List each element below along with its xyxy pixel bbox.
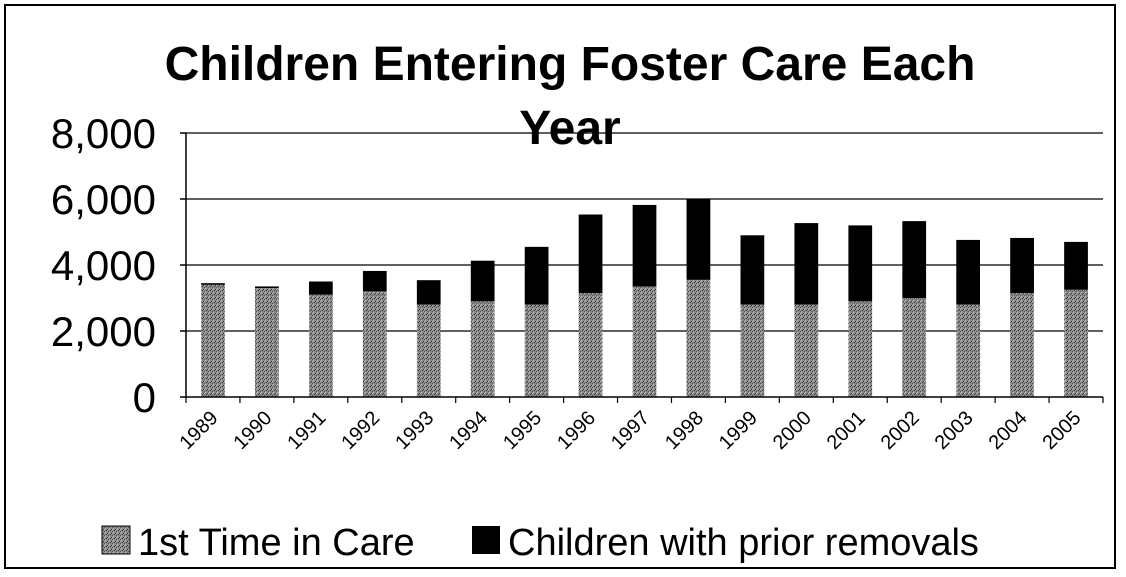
bar-first-time xyxy=(201,284,225,397)
y-tick-label: 0 xyxy=(133,374,156,421)
x-tick-label: 1998 xyxy=(661,407,708,454)
legend: 1st Time in Care Children with prior rem… xyxy=(101,522,979,564)
bar-first-time xyxy=(524,304,549,397)
bar-first-time xyxy=(956,304,981,397)
bar-prior-removals xyxy=(686,199,711,280)
bar-prior-removals xyxy=(956,239,981,305)
y-tick-label: 4,000 xyxy=(51,242,156,289)
chart-title-line-1: Children Entering Foster Care Each xyxy=(165,38,976,91)
bar-prior-removals xyxy=(470,260,495,302)
bar-prior-removals xyxy=(740,235,765,305)
bar-first-time xyxy=(308,294,333,397)
bar-prior-removals xyxy=(632,204,657,287)
legend-label-first-time: 1st Time in Care xyxy=(138,522,415,564)
x-tick-label: 1999 xyxy=(715,407,762,454)
bar-first-time xyxy=(255,288,279,397)
bar-first-time xyxy=(632,286,657,397)
bar-prior-removals xyxy=(201,283,225,285)
y-tick-label: 8,000 xyxy=(51,110,156,157)
bar-first-time xyxy=(740,304,765,397)
x-tick-label: 2004 xyxy=(985,407,1032,454)
bar-prior-removals xyxy=(902,221,927,298)
x-tick-label: 1995 xyxy=(499,407,546,454)
bar-prior-removals xyxy=(848,225,873,302)
bar-prior-removals xyxy=(1064,241,1088,290)
bar-prior-removals xyxy=(416,280,441,305)
bar-first-time xyxy=(686,279,711,397)
bar-first-time xyxy=(1064,289,1088,397)
x-tick-label: 1996 xyxy=(553,407,600,454)
legend-swatch-prior-removals xyxy=(472,526,500,554)
x-tick-label: 1990 xyxy=(229,407,276,454)
x-tick-label: 1994 xyxy=(445,407,492,454)
bars xyxy=(201,199,1088,397)
bar-first-time xyxy=(578,293,603,397)
y-tick-label: 6,000 xyxy=(51,176,156,223)
bar-first-time xyxy=(362,291,387,397)
bar-prior-removals xyxy=(1010,237,1034,294)
bar-prior-removals xyxy=(255,286,279,289)
x-tick-label: 2003 xyxy=(931,407,978,454)
y-tick-label: 2,000 xyxy=(51,308,156,355)
x-tick-label: 2005 xyxy=(1039,407,1086,454)
legend-swatch-first-time xyxy=(101,525,131,555)
chart-frame: 0 2,000 4,000 6,000 8,000 1989 1990 1991 1992 19… xyxy=(4,4,1116,569)
x-tick-label: 1992 xyxy=(337,407,384,454)
x-tick-label: 2002 xyxy=(877,407,924,454)
bar-first-time xyxy=(794,304,819,397)
x-tick-label: 1989 xyxy=(175,407,222,454)
x-tick-label: 2001 xyxy=(823,407,870,454)
y-axis-ticks: 0 2,000 4,000 6,000 8,000 xyxy=(51,110,186,421)
x-tick-label: 2000 xyxy=(769,407,816,454)
chart-title-line-2: Year xyxy=(519,102,620,155)
bar-prior-removals xyxy=(578,214,603,294)
bar-prior-removals xyxy=(308,281,333,295)
x-tick-label: 1997 xyxy=(607,407,654,454)
legend-label-prior-removals: Children with prior removals xyxy=(508,522,979,564)
bar-first-time xyxy=(470,301,495,397)
bar-prior-removals xyxy=(362,270,387,292)
bar-first-time xyxy=(416,304,441,397)
x-tick-label: 1991 xyxy=(283,407,330,454)
bar-first-time xyxy=(1010,293,1034,397)
bar-first-time xyxy=(848,301,873,397)
x-axis-ticks: 1989 1990 1991 1992 1993 1994 1995 1996 1997 1998… xyxy=(175,397,1104,454)
bar-first-time xyxy=(902,298,927,397)
bar-prior-removals xyxy=(524,246,549,305)
x-tick-label: 1993 xyxy=(391,407,438,454)
bar-prior-removals xyxy=(794,223,819,305)
